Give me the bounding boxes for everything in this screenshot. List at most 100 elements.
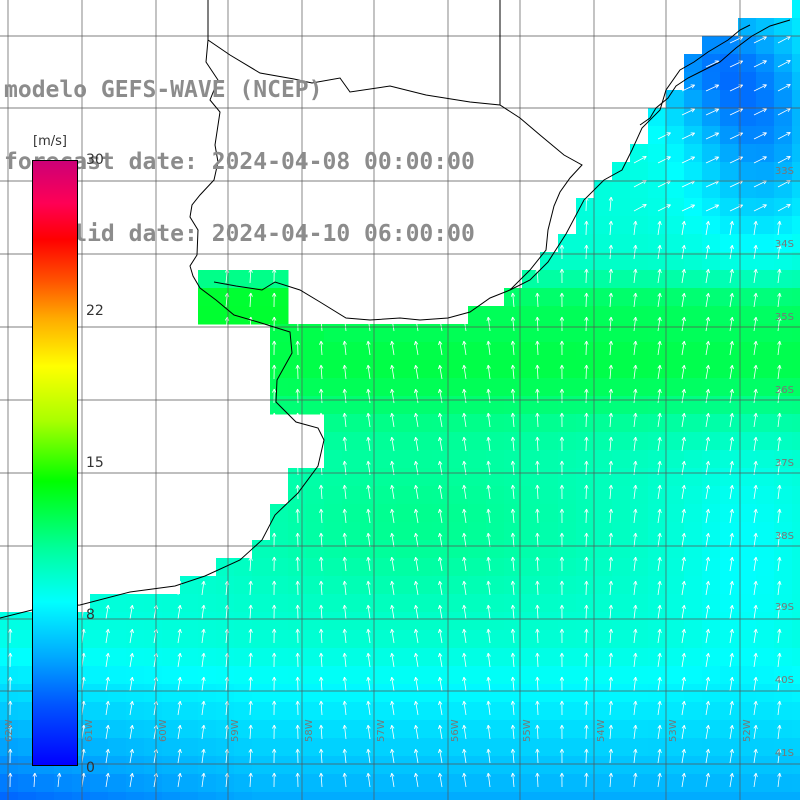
wind-cell bbox=[666, 666, 685, 685]
wind-cell bbox=[648, 684, 667, 703]
wind-cell bbox=[792, 432, 800, 451]
wind-arrow bbox=[584, 244, 589, 260]
wind-cell bbox=[270, 738, 289, 757]
wind-cell bbox=[630, 522, 649, 541]
wind-cell bbox=[648, 414, 667, 433]
wind-arrow bbox=[177, 604, 182, 620]
wind-arrow bbox=[753, 132, 767, 140]
lon-label: 61W bbox=[84, 719, 95, 742]
wind-cell bbox=[288, 396, 307, 415]
wind-cell bbox=[576, 774, 595, 793]
wind-arrow bbox=[753, 156, 767, 164]
wind-cell bbox=[684, 414, 703, 433]
wind-cell bbox=[666, 468, 685, 487]
wind-cell bbox=[630, 720, 649, 739]
wind-cell bbox=[666, 126, 685, 145]
wind-cell bbox=[252, 540, 271, 559]
wind-arrow bbox=[559, 628, 565, 644]
wind-arrow bbox=[681, 484, 686, 500]
wind-cell bbox=[756, 414, 775, 433]
wind-arrow bbox=[633, 364, 638, 380]
wind-arrow bbox=[777, 700, 782, 716]
wind-cell bbox=[774, 702, 793, 721]
wind-arrow bbox=[705, 556, 710, 572]
wind-cell bbox=[432, 576, 451, 595]
wind-arrow bbox=[248, 748, 253, 764]
wind-arrow bbox=[295, 628, 300, 644]
wind-arrow bbox=[248, 268, 253, 284]
wind-cell bbox=[540, 378, 559, 397]
wind-cell bbox=[414, 612, 433, 631]
wind-cell bbox=[288, 576, 307, 595]
wind-arrow bbox=[438, 340, 443, 356]
wind-cell bbox=[576, 486, 595, 505]
wind-cell bbox=[702, 594, 721, 613]
wind-cell bbox=[198, 612, 217, 631]
wind-cell bbox=[288, 522, 307, 541]
wind-cell bbox=[144, 612, 163, 631]
wind-arrow bbox=[342, 532, 347, 548]
wind-cell bbox=[306, 720, 325, 739]
wind-arrow bbox=[177, 628, 182, 644]
lon-label: 53W bbox=[668, 719, 679, 742]
wind-arrow bbox=[486, 556, 491, 572]
wind-arrow bbox=[105, 700, 110, 716]
wind-cell bbox=[342, 612, 361, 631]
wind-cell bbox=[414, 792, 433, 800]
wind-arrow bbox=[535, 556, 540, 572]
wind-cell bbox=[540, 576, 559, 595]
wind-arrow bbox=[177, 772, 182, 788]
wind-cell bbox=[648, 324, 667, 343]
wind-arrow bbox=[535, 604, 540, 620]
wind-cell bbox=[702, 108, 721, 127]
wind-cell bbox=[738, 774, 757, 793]
wind-cell bbox=[792, 558, 800, 577]
wind-cell bbox=[702, 252, 721, 271]
wind-arrow bbox=[608, 412, 614, 428]
wind-cell bbox=[756, 540, 775, 559]
wind-cell bbox=[594, 666, 613, 685]
wind-arrow bbox=[342, 652, 347, 668]
wind-cell bbox=[630, 450, 649, 469]
wind-cell bbox=[630, 738, 649, 757]
wind-cell bbox=[90, 702, 109, 721]
wind-cell bbox=[720, 216, 739, 235]
wind-cell bbox=[648, 342, 667, 361]
wind-cell bbox=[540, 630, 559, 649]
wind-cell bbox=[612, 756, 631, 775]
wind-cell bbox=[720, 612, 739, 631]
wind-cell bbox=[342, 504, 361, 523]
wind-cell bbox=[576, 522, 595, 541]
wind-cell bbox=[540, 360, 559, 379]
wind-cell bbox=[702, 756, 721, 775]
wind-arrow bbox=[777, 676, 782, 692]
wind-cell bbox=[612, 216, 631, 235]
wind-arrow bbox=[657, 132, 671, 140]
wind-cell bbox=[270, 630, 289, 649]
wind-cell bbox=[468, 612, 487, 631]
wind-cell bbox=[270, 702, 289, 721]
wind-cell bbox=[774, 612, 793, 631]
wind-cell bbox=[684, 324, 703, 343]
wind-cell bbox=[774, 36, 793, 55]
wind-arrow bbox=[559, 364, 565, 380]
wind-arrow bbox=[248, 292, 253, 308]
wind-arrow bbox=[753, 580, 758, 596]
wind-cell bbox=[720, 450, 739, 469]
wind-arrow bbox=[753, 84, 767, 92]
wind-cell bbox=[594, 738, 613, 757]
wind-cell bbox=[486, 468, 505, 487]
wind-cell bbox=[648, 396, 667, 415]
wind-arrow bbox=[608, 628, 614, 644]
wind-arrow bbox=[559, 556, 565, 572]
wind-cell bbox=[252, 702, 271, 721]
wind-cell bbox=[576, 198, 595, 217]
wind-cell bbox=[774, 360, 793, 379]
wind-cell bbox=[666, 342, 685, 361]
colorbar-tick-30: 30 bbox=[86, 152, 104, 168]
wind-cell bbox=[720, 324, 739, 343]
wind-cell bbox=[774, 342, 793, 361]
wind-cell bbox=[774, 108, 793, 127]
wind-arrow bbox=[319, 748, 324, 764]
wind-arrow bbox=[177, 700, 182, 716]
